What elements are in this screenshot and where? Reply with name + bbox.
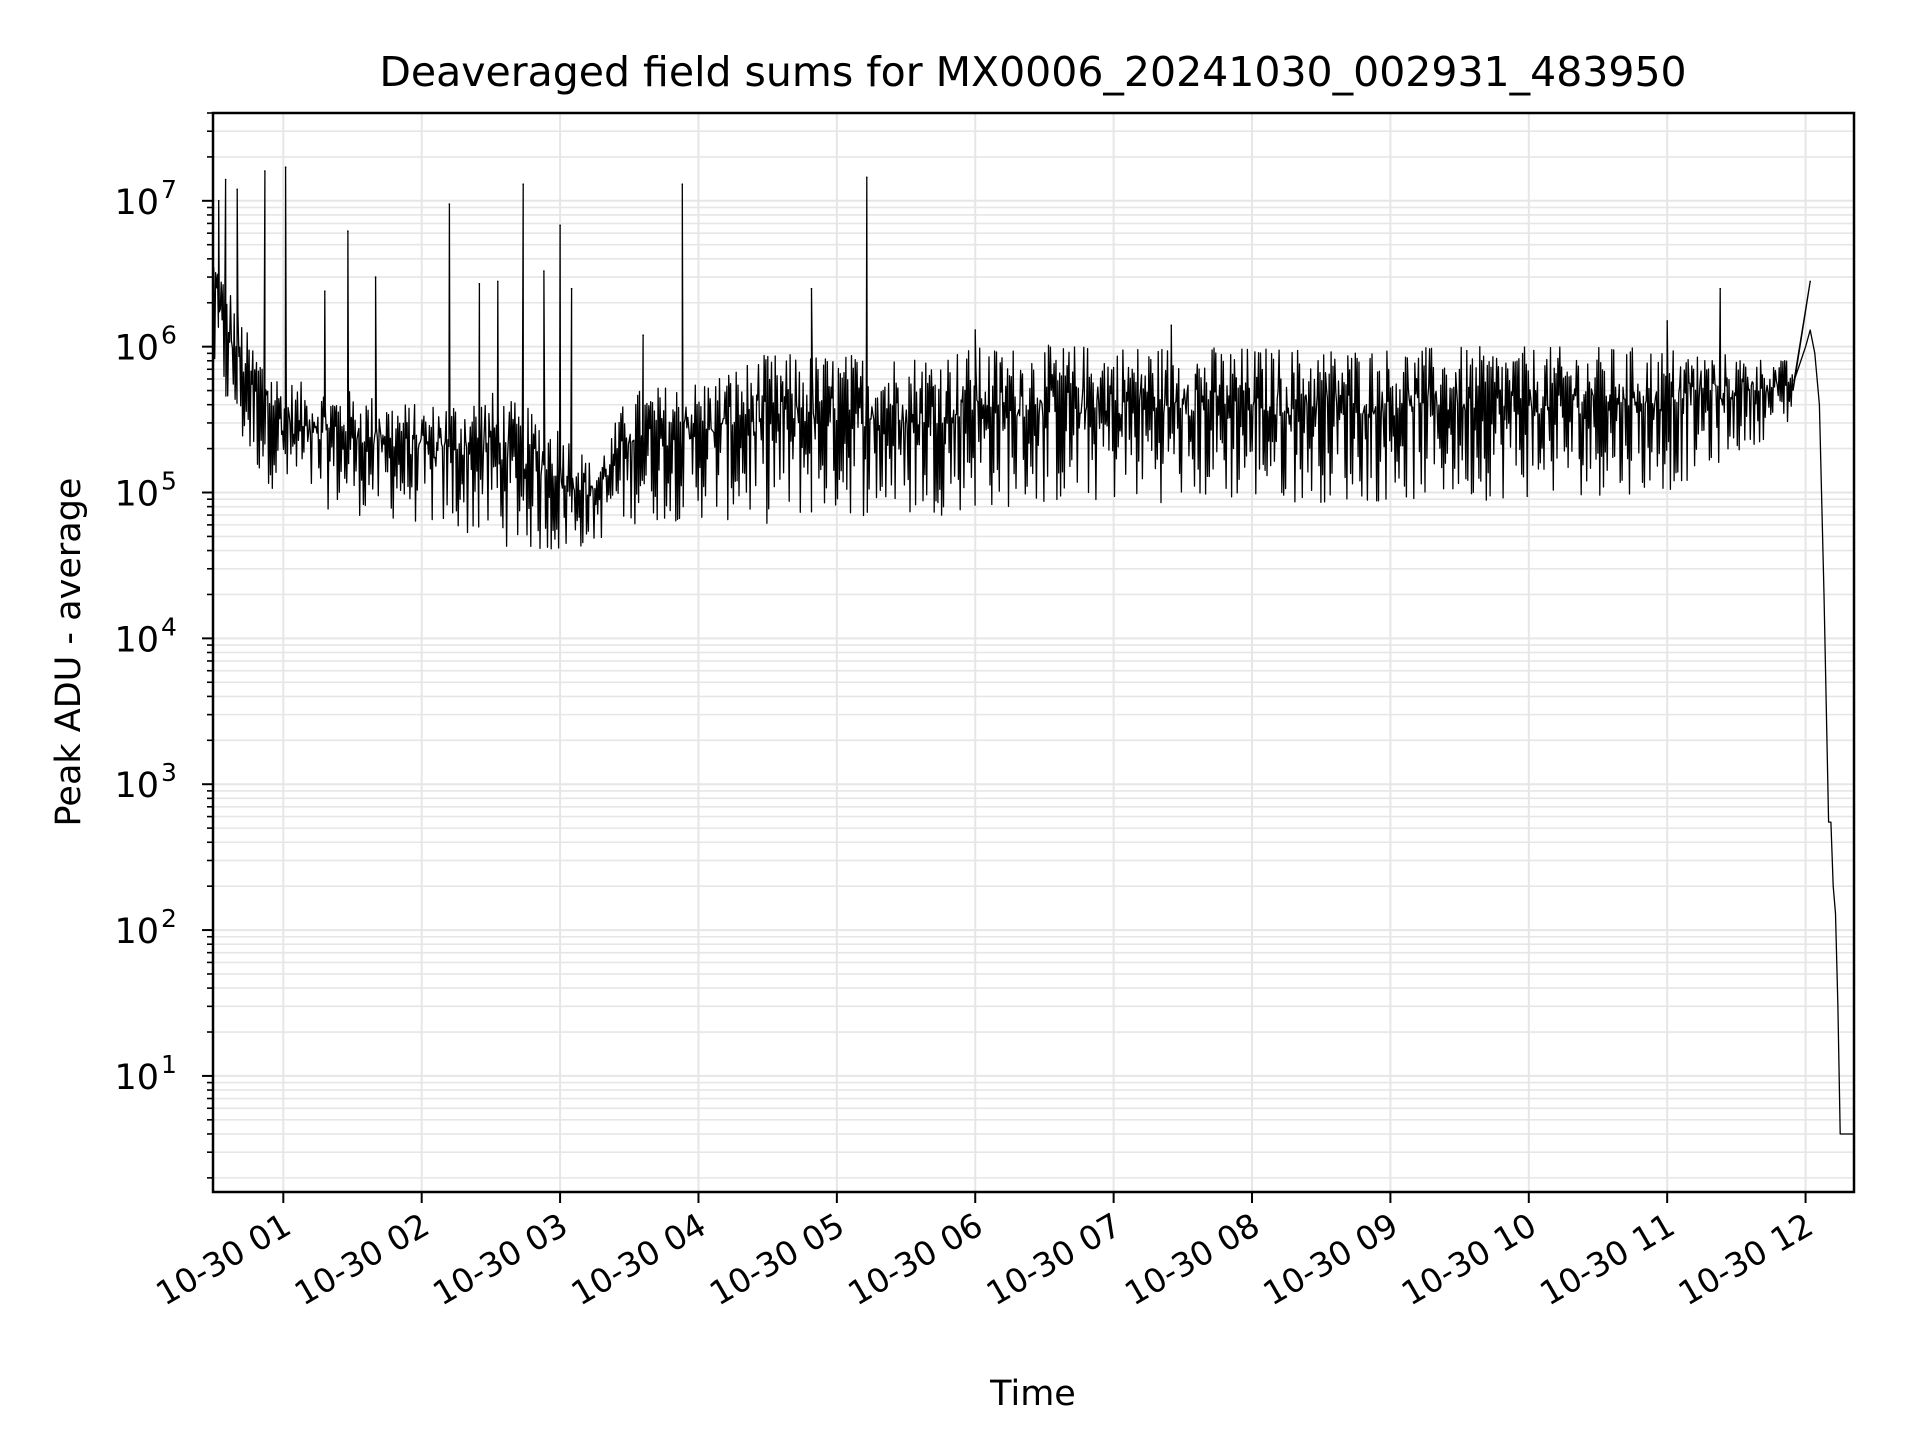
spike-point xyxy=(642,334,644,336)
x-axis-label: Time xyxy=(989,1374,1076,1414)
data-layer xyxy=(213,166,1854,1135)
spike-point xyxy=(448,203,451,205)
y-tick-label: 10 xyxy=(114,183,159,223)
spike-point xyxy=(543,270,545,272)
y-tick-label: 10 xyxy=(114,620,159,660)
spike-point xyxy=(1170,324,1173,327)
spike-point xyxy=(1809,280,1811,283)
spike-point xyxy=(347,230,349,232)
chart-title: Deaveraged field sums for MX0006_2024103… xyxy=(379,48,1686,96)
y-tick-exponent: 1 xyxy=(161,1050,177,1079)
y-tick-exponent: 7 xyxy=(161,175,177,204)
spike-point xyxy=(236,188,238,191)
y-tick-exponent: 2 xyxy=(161,904,177,933)
spike-point xyxy=(1666,320,1668,322)
y-tick-label: 10 xyxy=(114,475,159,515)
spike-point xyxy=(810,287,813,290)
spike-point xyxy=(284,166,287,168)
y-tick-label: 10 xyxy=(114,329,159,369)
y-tick-exponent: 5 xyxy=(161,467,177,496)
spike-point xyxy=(478,282,481,285)
y-tick-exponent: 4 xyxy=(161,612,177,641)
spike-point xyxy=(264,170,266,172)
series-line xyxy=(213,166,1854,1135)
spike-point xyxy=(1719,287,1722,290)
spike-point xyxy=(570,287,573,290)
spike-point xyxy=(374,276,377,278)
y-tick-label: 10 xyxy=(114,1058,159,1098)
spike-point xyxy=(497,280,499,283)
y-tick-exponent: 6 xyxy=(161,321,177,350)
spike-point xyxy=(681,183,684,185)
spike-point xyxy=(559,224,561,227)
spike-point xyxy=(324,290,326,293)
spike-point xyxy=(974,329,977,331)
y-tick-label: 10 xyxy=(114,766,159,806)
y-tick-label: 10 xyxy=(114,912,159,952)
spike-point xyxy=(224,178,227,181)
y-axis-label: Peak ADU - average xyxy=(49,478,89,827)
y-tick-exponent: 3 xyxy=(161,758,177,787)
spike-point xyxy=(866,176,868,179)
grid-layer xyxy=(213,112,1854,1192)
spike-point xyxy=(217,200,220,202)
spike-point xyxy=(522,183,524,185)
